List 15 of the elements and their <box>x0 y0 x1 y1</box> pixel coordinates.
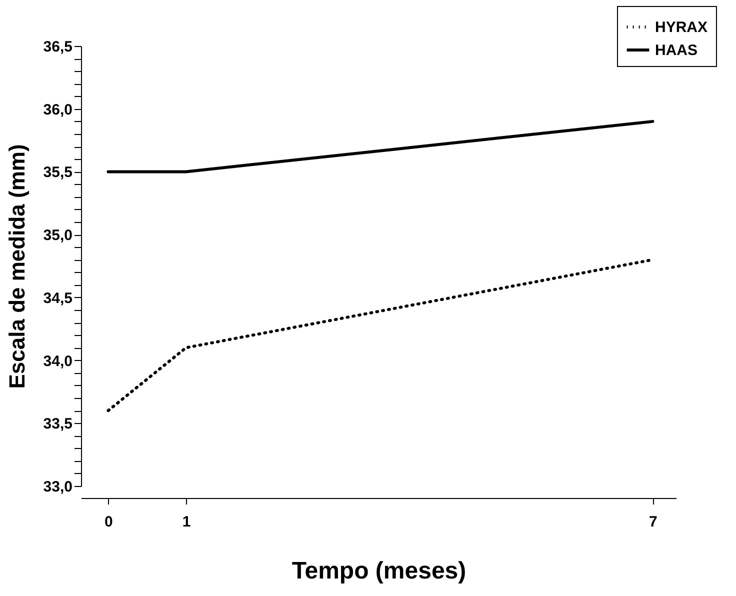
y-tick-label: 34,5 <box>43 290 72 307</box>
y-tick-label: 34,0 <box>43 352 72 370</box>
legend-label: HAAS <box>655 42 698 59</box>
y-tick-label: 36,0 <box>43 101 72 118</box>
y-tick-label: 35,5 <box>43 164 72 182</box>
y-tick-label: 33,0 <box>43 478 72 496</box>
x-tick-label: 1 <box>182 514 191 530</box>
x-tick-label: 0 <box>104 514 113 530</box>
x-axis-title: Tempo (meses) <box>292 558 466 584</box>
legend-label: HYRAX <box>655 19 708 36</box>
y-axis-title: Escala de medida (mm) <box>4 144 30 389</box>
x-tick-label: 7 <box>648 514 658 530</box>
y-tick-label: 36,5 <box>43 38 72 56</box>
y-tick-label: 33,5 <box>43 416 72 433</box>
y-tick-label: 35,0 <box>43 227 72 244</box>
